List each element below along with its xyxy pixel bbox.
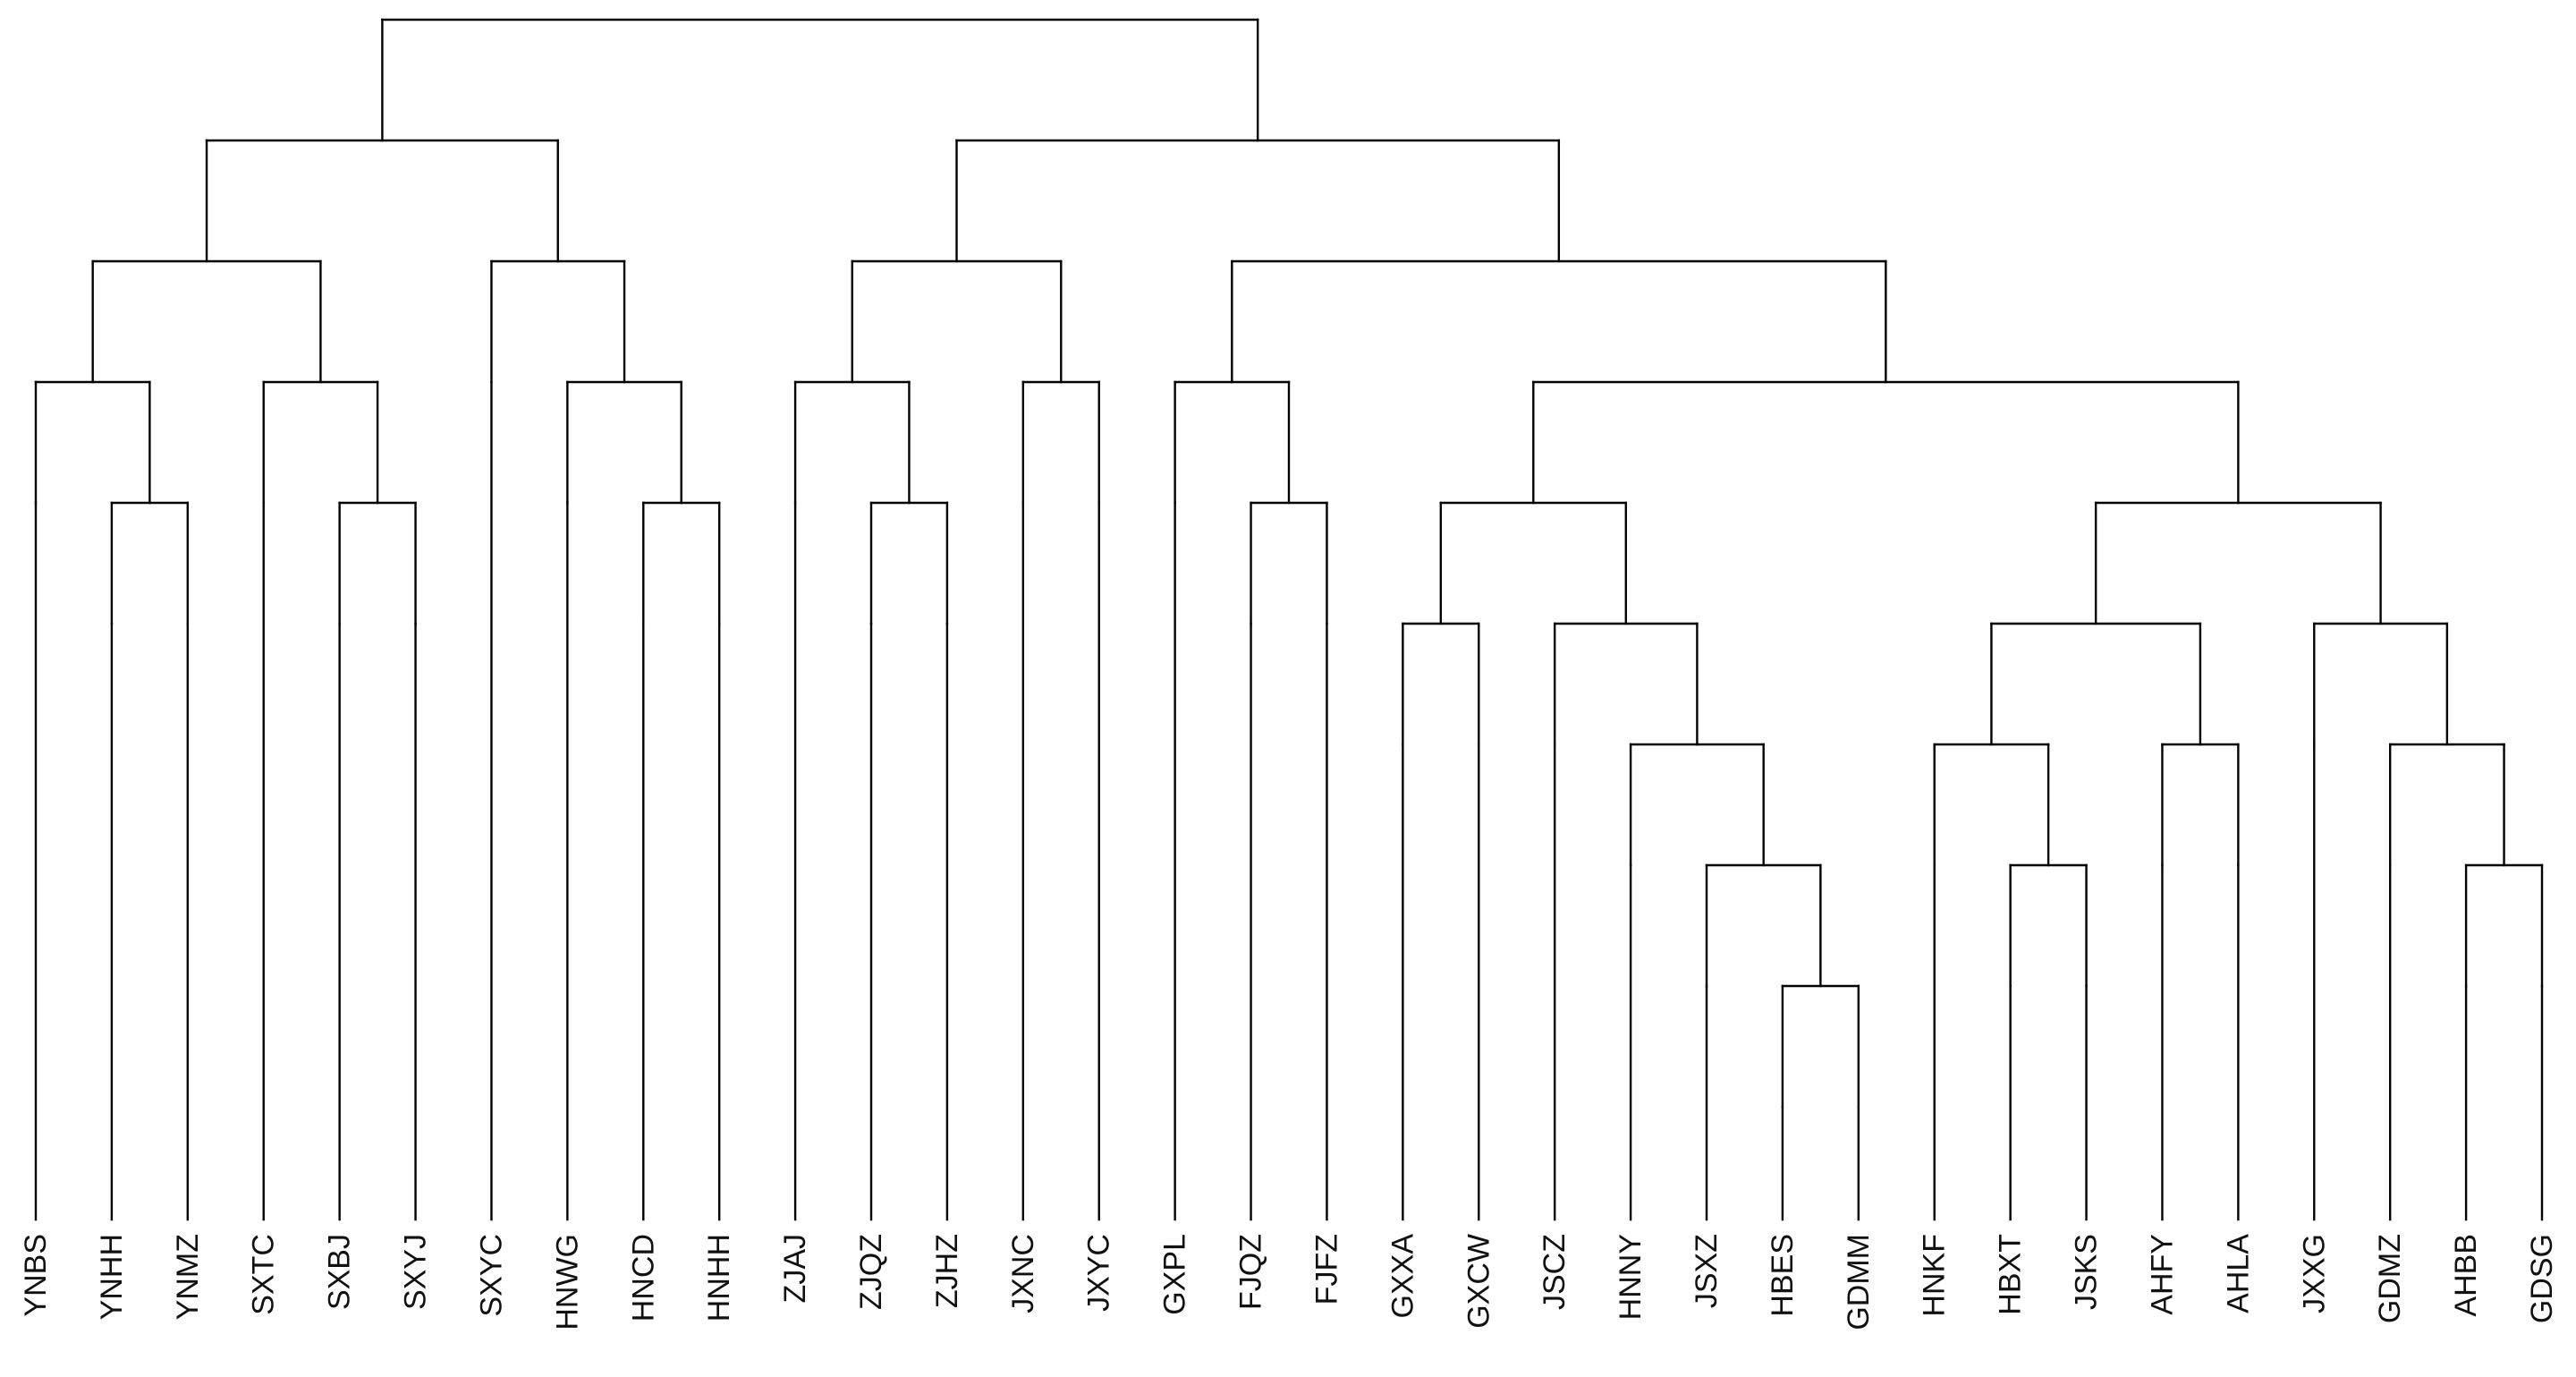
leaf-label-jscz: JSCZ <box>1538 1234 1572 1310</box>
leaf-label-zjqz: ZJQZ <box>854 1234 888 1310</box>
leaf-label-jxxg: JXXG <box>2297 1234 2331 1313</box>
leaf-label-hnwg: HNWG <box>550 1234 584 1330</box>
leaf-label-gdmm: GDMM <box>1842 1234 1876 1330</box>
leaf-label-ahfy: AHFY <box>2145 1234 2179 1315</box>
leaf-labels-group: YNBS YNHH YNMZ SXTC SXBJ SXYJ SXYC HNWG HNCD HNHH… <box>19 1234 2559 1330</box>
leaf-label-ynbs: YNBS <box>19 1234 53 1317</box>
leaf-label-ynhh: YNHH <box>95 1234 129 1320</box>
leaf-label-gdsg: GDSG <box>2525 1234 2559 1323</box>
leaf-label-jsks: JSKS <box>2070 1234 2104 1310</box>
leaf-label-jxyc: JXYC <box>1082 1234 1116 1312</box>
leaf-label-sxyc: SXYC <box>474 1234 508 1317</box>
leaf-label-hbxt: HBXT <box>1994 1234 2028 1315</box>
leaf-label-gxcw: GXCW <box>1462 1234 1496 1329</box>
leaf-label-jxnc: JXNC <box>1006 1234 1040 1313</box>
leaf-label-gxxa: GXXA <box>1385 1234 1419 1319</box>
leaf-label-fjfz: FJFZ <box>1309 1234 1343 1305</box>
leaf-label-gxpl: GXPL <box>1158 1234 1192 1315</box>
leaf-label-ynmz: YNMZ <box>171 1234 205 1320</box>
leaf-label-hnkf: HNKF <box>1918 1234 1952 1317</box>
leaf-label-hbes: HBES <box>1766 1234 1800 1317</box>
leaf-label-hnny: HNNY <box>1614 1234 1648 1320</box>
leaf-label-jsxz: JSXZ <box>1690 1234 1724 1308</box>
leaf-label-hnhh: HNHH <box>702 1234 736 1322</box>
leaf-label-zjaj: ZJAJ <box>778 1234 812 1303</box>
leaf-label-gdmz: GDMZ <box>2373 1234 2407 1323</box>
branches-group <box>34 18 2544 1221</box>
leaf-label-zjhz: ZJHZ <box>930 1234 964 1308</box>
leaf-label-hncd: HNCD <box>626 1234 660 1322</box>
leaf-label-sxtc: SXTC <box>247 1234 281 1315</box>
leaf-label-ahbb: AHBB <box>2449 1234 2483 1317</box>
leaf-label-sxyj: SXYJ <box>399 1234 433 1310</box>
leaf-label-ahla: AHLA <box>2221 1234 2255 1313</box>
leaf-label-sxbj: SXBJ <box>323 1234 357 1310</box>
leaf-label-fjqz: FJQZ <box>1234 1234 1268 1310</box>
